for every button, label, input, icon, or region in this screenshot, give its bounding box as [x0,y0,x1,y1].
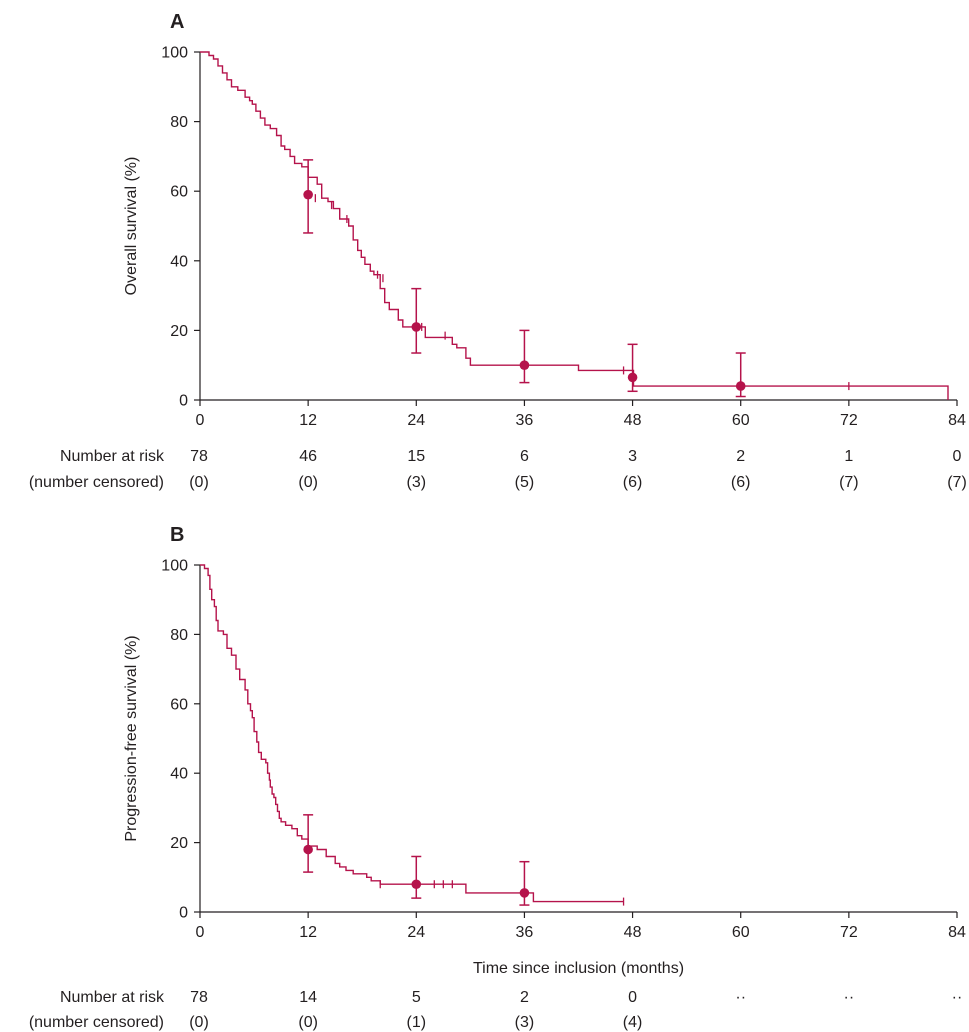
y-tick-label: 20 [170,323,188,340]
x-tick-label: 84 [948,924,966,941]
x-tick-label: 0 [196,412,205,429]
y-tick-label: 0 [179,905,188,922]
y-tick-label: 40 [170,766,188,783]
y-tick-label: 0 [179,393,188,410]
censored-count: (0) [189,1014,209,1031]
risk-count: ·· [735,989,746,1006]
risk-count: 0 [628,989,637,1006]
risk-label-censored: (number censored) [29,474,164,491]
risk-label-censored: (number censored) [29,1014,164,1031]
x-axis-title: Time since inclusion (months) [473,960,684,977]
risk-count: 78 [190,448,208,465]
y-tick-label: 60 [170,696,188,713]
censored-count: (6) [623,474,643,491]
censored-count: (0) [298,1014,318,1031]
censored-count: (0) [189,474,209,491]
x-tick-label: 12 [299,412,317,429]
estimate-point [411,322,422,332]
x-tick-label: 60 [732,924,750,941]
censored-count: (4) [623,1014,643,1031]
estimate-point [627,372,638,383]
risk-count: 2 [520,989,529,1006]
risk-count: 3 [628,448,637,465]
x-tick-label: 0 [196,924,205,941]
y-axis-title: Progression-free survival (%) [123,635,140,841]
x-tick-label: 36 [516,924,534,941]
risk-count: 5 [412,989,421,1006]
risk-count: 14 [299,989,317,1006]
x-tick-label: 36 [516,412,534,429]
risk-count: ·· [952,989,963,1006]
risk-label-at-risk: Number at risk [60,448,165,465]
risk-count: 1 [844,448,853,465]
censored-count: (7) [947,474,967,491]
risk-count: ·· [844,989,855,1006]
x-tick-label: 72 [840,924,858,941]
censored-count: (7) [839,474,859,491]
risk-count: 15 [407,448,425,465]
y-tick-label: 80 [170,114,188,131]
y-tick-label: 40 [170,253,188,270]
y-tick-label: 100 [161,558,188,575]
censored-count: (6) [731,474,751,491]
x-tick-label: 72 [840,412,858,429]
estimate-point [519,888,530,898]
y-tick-label: 80 [170,627,188,644]
risk-count: 6 [520,448,529,465]
x-tick-label: 24 [407,412,425,429]
x-tick-label: 48 [624,412,642,429]
y-axis-title: Overall survival (%) [123,157,140,296]
censored-count: (0) [298,474,318,491]
risk-count: 2 [736,448,745,465]
survival-curve [200,564,624,903]
risk-label-at-risk: Number at risk [60,989,165,1006]
x-tick-label: 60 [732,412,750,429]
estimate-point [411,879,422,890]
estimate-point [519,360,530,371]
survival-curve [200,51,949,400]
x-tick-label: 84 [948,412,966,429]
estimate-point [303,189,313,200]
censored-count: (3) [407,474,427,491]
x-tick-label: 48 [624,924,642,941]
y-tick-label: 60 [170,184,188,201]
risk-count: 78 [190,989,208,1006]
y-tick-label: 100 [161,45,188,62]
censored-count: (1) [407,1014,427,1031]
panel-label: B [170,524,184,546]
y-tick-label: 20 [170,835,188,852]
x-tick-label: 12 [299,924,317,941]
risk-count: 0 [953,448,962,465]
estimate-point [303,844,313,855]
censored-count: (3) [515,1014,535,1031]
panel-label: A [170,11,184,33]
x-tick-label: 24 [407,924,425,941]
estimate-point [735,381,746,391]
censored-count: (5) [515,474,535,491]
risk-count: 46 [299,448,317,465]
